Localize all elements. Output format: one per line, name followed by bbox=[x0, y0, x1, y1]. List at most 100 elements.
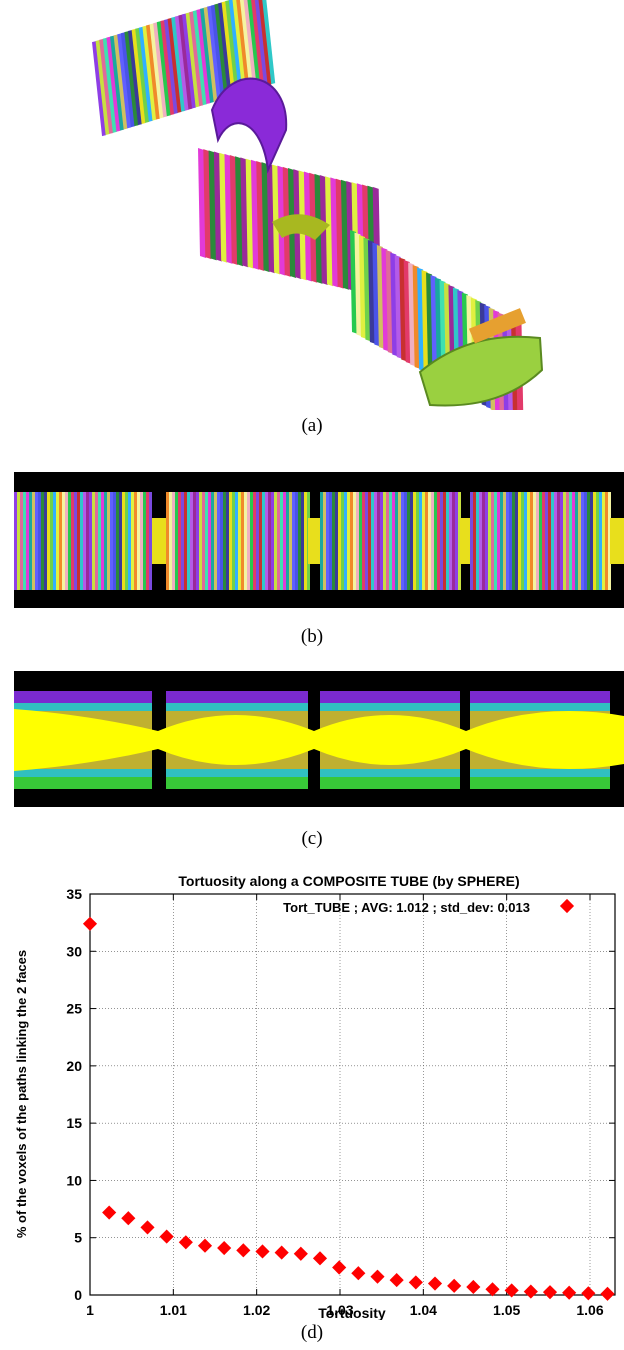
slice-stripe bbox=[377, 492, 380, 590]
cylinder-stripe bbox=[261, 0, 276, 85]
slice-stripe bbox=[428, 492, 431, 590]
map-band bbox=[166, 703, 308, 711]
cylinder-stripe bbox=[135, 27, 150, 123]
slice-stripe bbox=[434, 492, 437, 590]
cylinder-stripe bbox=[207, 5, 222, 101]
cylinder-stripe bbox=[225, 0, 240, 96]
legend-label: Tort_TUBE ; AVG: 1.012 ; std_dev: 0.013 bbox=[283, 900, 530, 915]
slice-stripe bbox=[196, 492, 199, 590]
slice-stripe bbox=[374, 492, 377, 590]
x-tick-label: 1 bbox=[86, 1302, 94, 1318]
slice-stripe bbox=[491, 492, 494, 590]
slice-stripe bbox=[80, 492, 83, 590]
slice-stripe bbox=[98, 492, 101, 590]
chart-grid bbox=[90, 894, 615, 1295]
slice-stripe bbox=[596, 492, 599, 590]
slice-stripe bbox=[530, 492, 533, 590]
slice-stripe bbox=[569, 492, 572, 590]
cylinder-stripe bbox=[160, 20, 175, 116]
data-point bbox=[427, 1276, 443, 1291]
cylinder-stripe bbox=[102, 37, 117, 133]
slice-stripe bbox=[184, 492, 187, 590]
cylinder-stripe bbox=[196, 9, 211, 105]
slice-stripe bbox=[41, 492, 44, 590]
map-band bbox=[166, 777, 308, 789]
slice-stripe bbox=[259, 492, 262, 590]
data-point bbox=[351, 1266, 366, 1281]
data-point bbox=[236, 1243, 251, 1258]
slice-stripe bbox=[280, 492, 283, 590]
slice-stripe bbox=[335, 492, 338, 590]
slice-stripe bbox=[217, 492, 220, 590]
slice-stripe bbox=[521, 492, 524, 590]
slice-stripe bbox=[137, 492, 140, 590]
slice-stripe bbox=[229, 492, 232, 590]
slice-stripe bbox=[199, 492, 202, 590]
slice-stripe bbox=[238, 492, 241, 590]
data-point bbox=[389, 1273, 404, 1288]
tortuosity-map-slice bbox=[14, 671, 624, 807]
slice-stripe bbox=[602, 492, 605, 590]
slice-stripe bbox=[244, 492, 247, 590]
slice-stripe bbox=[265, 492, 268, 590]
slice-stripe bbox=[482, 492, 485, 590]
x-tick-label: 1.03 bbox=[326, 1302, 353, 1318]
slice-stripe bbox=[274, 492, 277, 590]
slice-stripe bbox=[341, 492, 344, 590]
slice-stripe bbox=[407, 492, 410, 590]
cylinder-stripe bbox=[254, 0, 269, 87]
slice-stripe bbox=[404, 492, 407, 590]
slice-stripe bbox=[506, 492, 509, 590]
slice-stripe bbox=[593, 492, 596, 590]
slice-stripe bbox=[566, 492, 569, 590]
slice-stripe bbox=[295, 492, 298, 590]
y-axis-label: % of the voxels of the paths linking the… bbox=[14, 950, 29, 1238]
y-tick-label: 35 bbox=[66, 886, 82, 902]
tube-end-slot bbox=[468, 308, 526, 344]
slice-stripe bbox=[518, 492, 521, 590]
data-point bbox=[332, 1260, 347, 1275]
slice-stripe bbox=[584, 492, 587, 590]
slice-stripe bbox=[256, 492, 259, 590]
map-band bbox=[14, 777, 152, 789]
slice-stripe bbox=[380, 492, 383, 590]
cylinder-stripe bbox=[124, 31, 139, 127]
slice-stripe bbox=[172, 492, 175, 590]
data-point bbox=[447, 1278, 462, 1293]
slice-stripe bbox=[536, 492, 539, 590]
data-point bbox=[485, 1282, 500, 1297]
slice-stripe bbox=[62, 492, 65, 590]
slice-stripe bbox=[443, 492, 446, 590]
data-point bbox=[82, 916, 98, 931]
slice-stripe bbox=[298, 492, 301, 590]
cylinder-stripe bbox=[243, 0, 258, 90]
y-tick-label: 0 bbox=[74, 1287, 82, 1303]
slice-stripe bbox=[20, 492, 23, 590]
slice-stripe bbox=[71, 492, 74, 590]
slice-stripe bbox=[104, 492, 107, 590]
slice-stripe bbox=[29, 492, 32, 590]
slice-stripe bbox=[560, 492, 563, 590]
cylinder-stripe bbox=[174, 15, 189, 111]
slice-stripe bbox=[262, 492, 265, 590]
cylinder-stripe bbox=[235, 0, 251, 92]
slice-stripe bbox=[599, 492, 602, 590]
slice-stripe bbox=[220, 492, 223, 590]
slice-stripe bbox=[107, 492, 110, 590]
slice-stripe bbox=[181, 492, 184, 590]
cylinder-stripe bbox=[153, 22, 168, 118]
x-axis-label: Tortuosity bbox=[318, 1305, 386, 1320]
longitudinal-slice bbox=[14, 472, 624, 608]
slice-stripe bbox=[362, 492, 365, 590]
slice-stripe bbox=[119, 492, 122, 590]
slice-stripe bbox=[524, 492, 527, 590]
slice-stripe bbox=[268, 492, 271, 590]
slice-b-stripes bbox=[14, 492, 624, 590]
data-point bbox=[159, 1229, 174, 1244]
cylinder-stripe bbox=[221, 1, 236, 97]
slice-stripe bbox=[389, 492, 392, 590]
cylinder-stripe bbox=[117, 33, 132, 129]
cylinder-stripe bbox=[171, 16, 186, 112]
slice-stripe bbox=[554, 492, 557, 590]
slice-stripe bbox=[503, 492, 506, 590]
